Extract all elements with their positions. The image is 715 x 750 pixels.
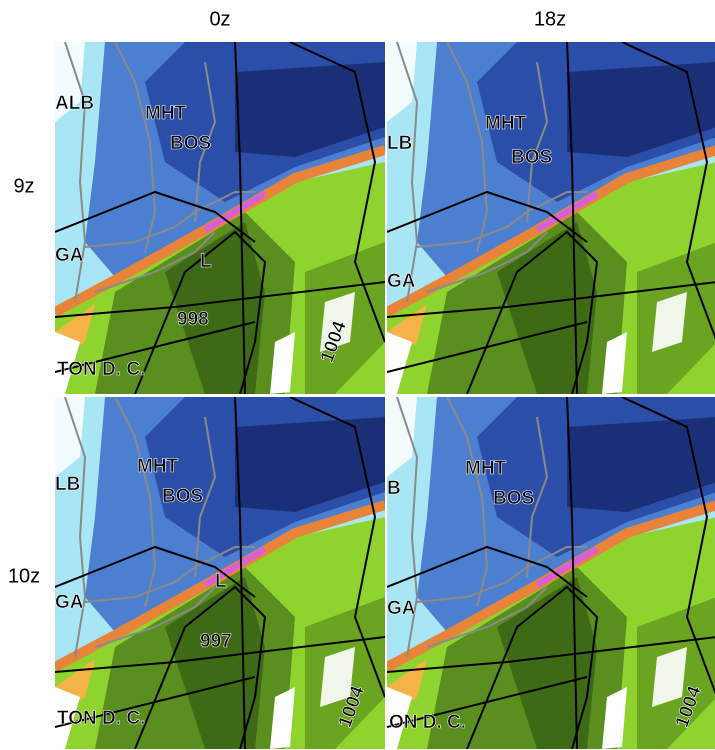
map-label: MHT	[137, 456, 179, 477]
map-label: GA	[55, 245, 84, 266]
column-header: 0z	[209, 8, 230, 30]
map-label: L	[215, 571, 227, 592]
map-label: MHT	[485, 113, 527, 134]
map-label: TON D. C.	[57, 708, 145, 729]
map-label: 998	[177, 309, 209, 330]
row-header: 9z	[13, 175, 34, 197]
map-label: MHT	[145, 103, 187, 124]
map-label: BOS	[493, 488, 534, 509]
map-label: ON D. C.	[389, 712, 466, 733]
map-label: ALB	[55, 93, 94, 114]
map-label: LB	[387, 133, 412, 154]
map-label: GA	[55, 592, 84, 613]
map-label: GA	[387, 598, 416, 619]
map-panels	[55, 42, 715, 749]
map-label: 997	[200, 631, 232, 652]
map-label: GA	[387, 271, 416, 292]
column-header: 18z	[534, 8, 566, 30]
map-label: MHT	[465, 458, 507, 479]
map-label: L	[200, 251, 212, 272]
map-panel	[387, 397, 715, 749]
map-label: LB	[55, 474, 80, 495]
map-label: TON D. C.	[57, 359, 145, 380]
row-header: 10z	[8, 565, 40, 587]
map-label: BOS	[162, 486, 203, 507]
map-label: B	[387, 478, 401, 499]
map-label: BOS	[170, 133, 211, 154]
map-label: BOS	[511, 147, 552, 168]
map-panel	[387, 42, 715, 394]
